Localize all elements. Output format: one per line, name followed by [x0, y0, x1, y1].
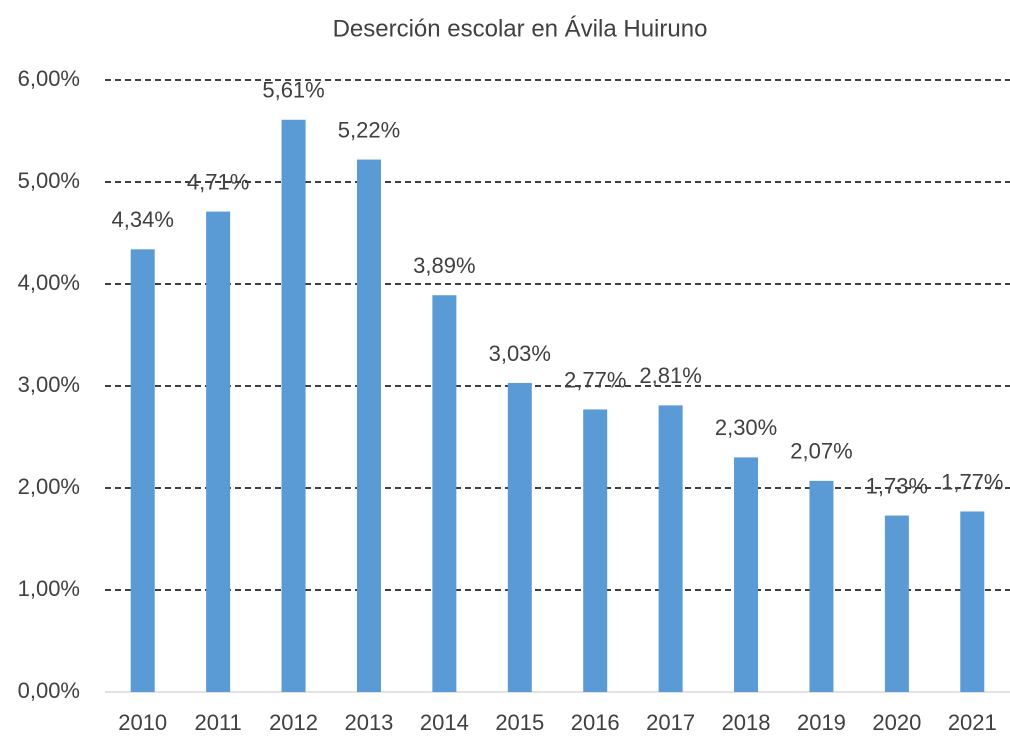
data-label: 2,07%: [790, 439, 852, 464]
y-tick-label: 3,00%: [18, 372, 80, 397]
data-label: 4,34%: [112, 207, 174, 232]
chart-title: Deserción escolar en Ávila Huiruno: [333, 15, 708, 42]
data-label: 5,61%: [262, 78, 324, 103]
bar: [809, 480, 834, 692]
bar: [281, 119, 306, 692]
bar: [884, 515, 909, 692]
x-tick-label: 2016: [571, 710, 620, 735]
bar: [583, 409, 608, 692]
x-tick-label: 2020: [872, 710, 921, 735]
data-label: 3,03%: [489, 341, 551, 366]
x-tick-label: 2013: [344, 710, 393, 735]
bar: [206, 211, 231, 692]
y-tick-label: 1,00%: [18, 576, 80, 601]
bar: [734, 457, 759, 692]
bar: [658, 405, 683, 692]
data-label: 2,30%: [715, 415, 777, 440]
x-tick-label: 2021: [948, 710, 997, 735]
x-tick-label: 2015: [495, 710, 544, 735]
y-tick-label: 6,00%: [18, 66, 80, 91]
y-tick-label: 5,00%: [18, 168, 80, 193]
bar: [432, 295, 457, 692]
bar: [960, 511, 985, 692]
bar: [507, 382, 532, 692]
x-tick-label: 2014: [420, 710, 469, 735]
data-label: 1,73%: [866, 473, 928, 498]
x-tick-label: 2012: [269, 710, 318, 735]
bar: [130, 249, 155, 692]
y-tick-label: 4,00%: [18, 270, 80, 295]
data-label: 2,77%: [564, 367, 626, 392]
data-label: 3,89%: [413, 253, 475, 278]
bar: [356, 159, 381, 692]
x-tick-label: 2018: [722, 710, 771, 735]
y-tick-label: 2,00%: [18, 474, 80, 499]
y-tick-label: 0,00%: [18, 678, 80, 703]
x-tick-label: 2011: [194, 710, 241, 735]
x-tick-label: 2010: [118, 710, 167, 735]
data-label: 5,22%: [338, 117, 400, 142]
x-tick-label: 2017: [646, 710, 695, 735]
data-label: 4,71%: [187, 169, 249, 194]
x-tick-label: 2019: [797, 710, 846, 735]
data-label: 2,81%: [639, 363, 701, 388]
data-label: 1,77%: [941, 469, 1003, 494]
